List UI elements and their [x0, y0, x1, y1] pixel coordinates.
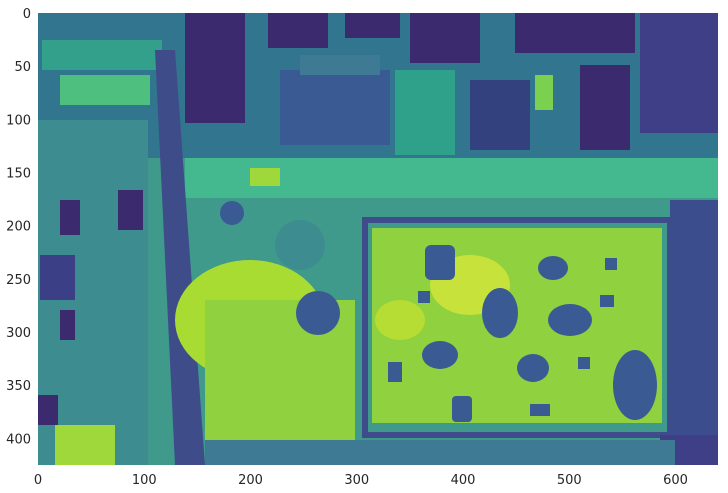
dark-feature	[220, 201, 244, 225]
region-teal	[395, 70, 455, 155]
bottom-band	[205, 440, 675, 465]
dark-hole	[548, 304, 592, 336]
tick-layer: 0 100 200 300 400 500 600 0 50 100 150 200 250 300 350…	[6, 7, 688, 488]
dark-hole	[530, 404, 550, 416]
left-dark	[118, 190, 143, 230]
y-tick-label: 350	[6, 379, 31, 394]
road-band	[250, 168, 280, 186]
dark-hole	[482, 288, 518, 338]
y-tick-label: 100	[6, 113, 31, 128]
x-tick-label: 0	[34, 473, 42, 488]
region-dark	[345, 13, 400, 38]
x-tick-label: 200	[238, 473, 263, 488]
dark-hole	[517, 354, 549, 382]
dark-hole	[613, 350, 657, 420]
dark-hole	[605, 258, 617, 270]
region-dark	[410, 13, 480, 63]
y-tick-label: 200	[6, 220, 31, 235]
region-green	[60, 75, 150, 105]
region-dark	[580, 65, 630, 150]
region-mid	[300, 55, 380, 75]
vertical-road	[155, 50, 205, 465]
y-tick-label: 250	[6, 273, 31, 288]
dark-hole	[425, 245, 455, 280]
dark-hole	[600, 295, 614, 307]
region-dark	[185, 13, 245, 123]
y-tick-label: 50	[14, 60, 31, 75]
region-dark	[640, 13, 718, 133]
x-tick-label: 500	[557, 473, 582, 488]
left-dark	[60, 200, 80, 235]
y-tick-label: 0	[23, 7, 31, 22]
dark-feature	[296, 291, 340, 335]
right-edge-dark	[670, 200, 718, 465]
dark-hole	[388, 362, 402, 382]
region-mid	[280, 70, 390, 145]
dark-hole	[452, 396, 472, 422]
heatmap-image	[38, 13, 718, 465]
dark-feature	[275, 220, 325, 270]
left-dark	[60, 310, 75, 340]
y-tick-label: 300	[6, 326, 31, 341]
left-dark	[40, 255, 75, 300]
dark-hole	[422, 341, 458, 369]
region-teal	[42, 40, 162, 70]
x-tick-label: 100	[132, 473, 157, 488]
region-dark	[470, 80, 530, 150]
region-dark	[268, 13, 328, 48]
bright-spot	[375, 300, 425, 340]
x-tick-label: 400	[451, 473, 476, 488]
y-tick-label: 150	[6, 167, 31, 182]
dark-hole	[538, 256, 568, 280]
region-green	[535, 75, 553, 110]
dark-hole	[418, 291, 430, 303]
y-tick-label: 400	[6, 432, 31, 447]
left-dark	[38, 395, 58, 425]
region-dark	[515, 13, 635, 53]
dark-hole	[578, 357, 590, 369]
x-tick-label: 600	[663, 473, 688, 488]
left-bright	[55, 425, 115, 465]
x-tick-label: 300	[344, 473, 369, 488]
